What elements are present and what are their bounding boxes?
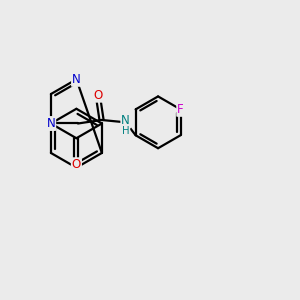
Text: N: N xyxy=(121,114,130,127)
Text: O: O xyxy=(93,89,102,102)
Text: F: F xyxy=(177,103,184,116)
Text: N: N xyxy=(72,73,81,86)
Text: O: O xyxy=(72,158,81,171)
Text: N: N xyxy=(46,117,55,130)
Text: H: H xyxy=(122,126,129,136)
